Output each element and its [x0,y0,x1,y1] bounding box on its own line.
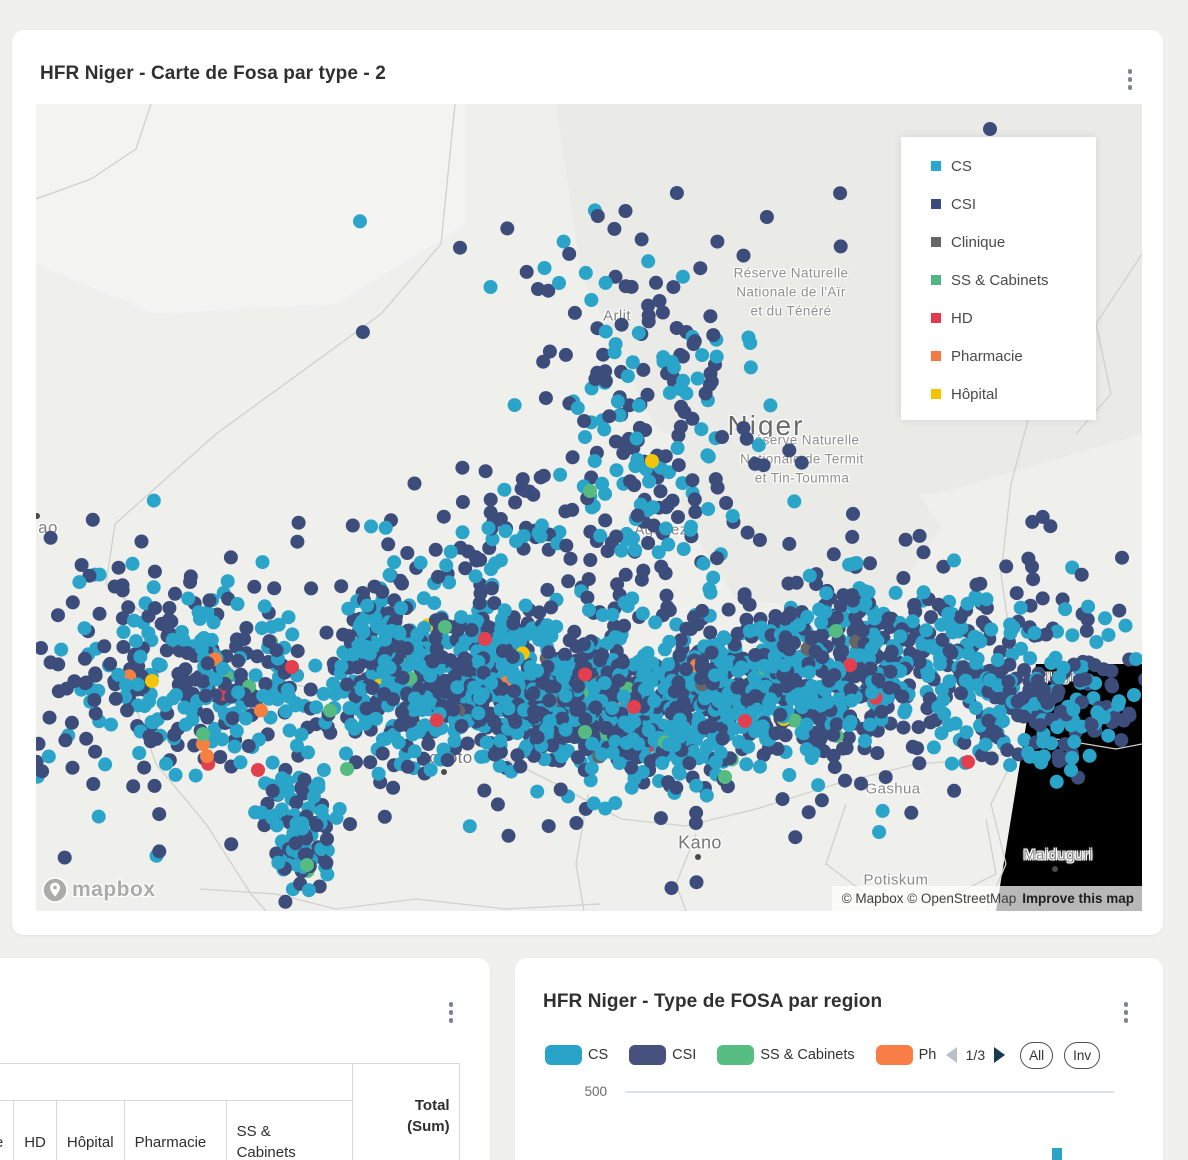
map-legend-item-cs[interactable]: CS [901,147,1096,185]
map-legend-item-h-pital[interactable]: Hôpital [901,375,1096,413]
map-legend-item-ss-cabinets[interactable]: SS & Cabinets [901,261,1096,299]
improve-map-link[interactable]: Improve this map [1022,891,1134,906]
map-legend-item-pharmacie[interactable]: Pharmacie [901,337,1096,375]
legend-swatch-icon [931,237,941,247]
mapbox-logo-icon [42,877,68,903]
legend-pill-icon [629,1045,667,1065]
legend-label: CS [951,157,972,175]
map-card-title: HFR Niger - Carte de Fosa par type - 2 [40,63,386,84]
bar-cs-partial[interactable] [1052,1148,1062,1160]
chart-legend-item-cs[interactable]: CS [545,1045,608,1065]
legend-label: Pharmacie [951,347,1023,365]
pivot-table-card: Total (Sum) CliniqueHDHôpitalPharmacieSS … [0,958,490,1160]
legend-swatch-icon [931,351,941,361]
legend-label: HD [951,309,973,327]
map-legend-item-csi[interactable]: CSI [901,185,1096,223]
table-header-clinique: Clinique [0,1100,15,1160]
y-axis-tick-500: 500 [584,1084,607,1099]
prev-page-icon[interactable] [945,1047,957,1063]
map-legend: CS CSI Clinique SS & Cabinets HD Pharmacie Hôp… [901,137,1096,420]
legend-swatch-icon [931,313,941,323]
map-attribution: © Mapbox © OpenStreetMap Improve this ma… [831,886,1142,911]
legend-inv-button[interactable]: Inv [1064,1041,1101,1069]
legend-label: Ph [918,1047,937,1063]
legend-swatch-icon [931,161,941,171]
chart-legend-item-ph[interactable]: Ph [875,1045,942,1065]
table-header-total: Total (Sum) [351,1063,460,1160]
table-header-hd: HD [13,1100,57,1160]
map-legend-item-clinique[interactable]: Clinique [901,223,1096,261]
legend-label: Clinique [951,233,1006,251]
kebab-menu-icon[interactable] [445,998,458,1027]
chart-legend-item-ss-cabinets[interactable]: SS & Cabinets [717,1045,855,1065]
legend-pager: 1/3 [965,1047,986,1063]
legend-swatch-icon [931,275,941,285]
fosa-pivot-table: Total (Sum) CliniqueHDHôpitalPharmacieSS … [0,1063,460,1160]
legend-label: SS & Cabinets [951,271,1049,289]
legend-swatch-icon [931,199,941,209]
table-header-pharmacie: Pharmacie [123,1100,227,1160]
legend-label: Hôpital [951,385,998,403]
next-page-icon[interactable] [994,1047,1006,1063]
legend-label: CSI [672,1047,697,1063]
mapbox-map[interactable]: ao Arlit Réserve Naturelle Nationale de l'A… [36,104,1142,911]
legend-label: CS [588,1047,609,1063]
legend-label: SS & Cabinets [760,1047,855,1063]
legend-pill-icon [545,1045,582,1065]
kebab-menu-icon[interactable] [1120,998,1133,1027]
map-legend-item-hd[interactable]: HD [901,299,1096,337]
table-header-empty [0,1063,353,1101]
legend-pill-icon [717,1045,755,1065]
bar-chart-card: HFR Niger - Type de FOSA par region CS CS… [515,958,1163,1160]
attribution-text[interactable]: © Mapbox © OpenStreetMap [841,891,1017,906]
facility-dots-layer [36,122,1142,909]
legend-label: CSI [951,195,977,213]
table-header-ss-cabinets: SS & Cabinets [225,1100,353,1160]
legend-pill-icon [875,1045,913,1065]
chart-legend: CS CSI SS & Cabinets Ph 1/3 All Inv [545,1041,1101,1069]
legend-all-button[interactable]: All [1020,1041,1054,1069]
kebab-menu-icon[interactable] [1124,65,1137,94]
map-card: HFR Niger - Carte de Fosa par type - 2 a… [12,30,1163,935]
legend-swatch-icon [931,389,941,399]
table-header-h-pital: Hôpital [55,1100,125,1160]
gridline-500 [625,1091,1114,1093]
mapbox-wordmark: mapbox [72,878,156,901]
mapbox-logo[interactable]: mapbox [42,877,156,903]
chart-card-title: HFR Niger - Type de FOSA par region [543,991,883,1012]
chart-legend-item-csi[interactable]: CSI [629,1045,696,1065]
